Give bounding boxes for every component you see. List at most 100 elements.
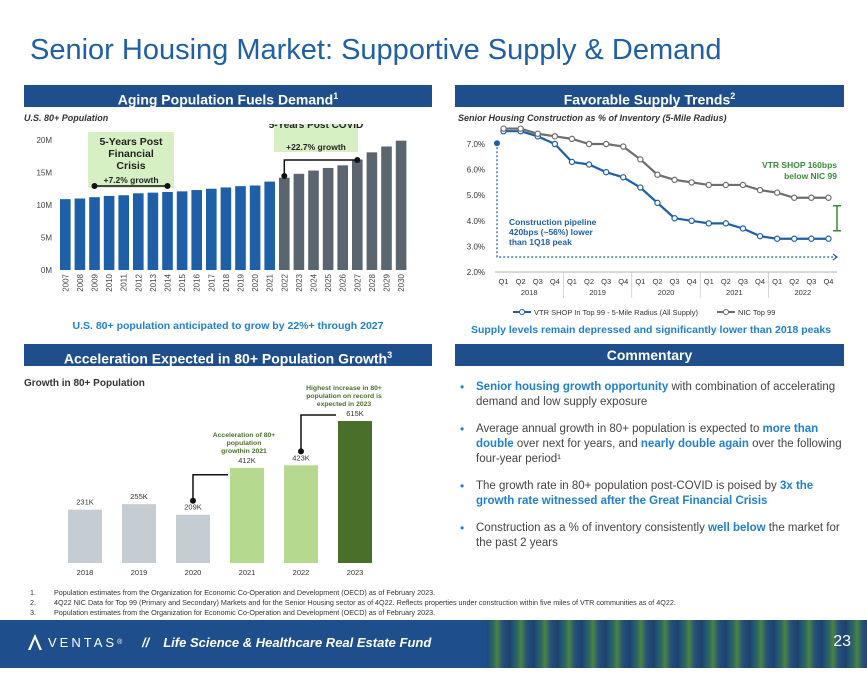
ventas-logo-mark-icon [28,634,42,650]
series-point [688,179,695,186]
population-bar [249,185,261,270]
bar-value-label: 231K [76,498,94,507]
growth-bar-chart: 231K 2018 255K 2019 209K 2020 412K 2021 423K 2022… [68,385,382,577]
footer-tagline-text: Life Science & Healthcare Real Estate Fu… [163,635,432,650]
body-text: over the following four-year period¹ [476,438,842,465]
quarter-label: Q2 [516,277,526,286]
series-point [739,181,747,189]
y-tick-label: 7.0% [467,140,485,149]
series-point [500,125,507,132]
y-tick-label: 10M [36,201,52,210]
series-point [808,194,815,201]
commentary-item: Construction as a % of inventory consist… [458,521,843,551]
pipeline-annotation: 420bps (~56%) lower [509,227,594,237]
footnotes: 1. Population estimates from the Organiza… [30,588,830,618]
commentary-item: The growth rate in 80+ population post-C… [458,479,843,509]
x-tick-label: 2027 [353,273,362,291]
annotation-dot [354,157,361,163]
quarter-label: Q2 [584,277,594,286]
x-tick-label: 2019 [237,273,246,291]
peak-dot [494,140,500,147]
y-tick-label: 0M [41,266,52,275]
population-bar [162,192,173,270]
quarter-label: Q4 [687,277,697,286]
x-tick-label: 2016 [193,273,202,291]
year-label: 2020 [658,288,675,297]
population-bar [176,191,188,270]
x-tick-label: 2023 [295,273,304,291]
footer-tagline: // Life Science & Healthcare Real Estate … [142,635,431,650]
footnote-text: Population estimates from the Organizati… [54,588,436,597]
bar-value-label: 412K [238,456,256,465]
population-bar [308,170,319,270]
series-point [585,140,593,148]
series-point [756,186,764,194]
commentary-item: Average annual growth in 80+ population … [458,422,843,467]
quarter-label: Q2 [721,277,731,286]
quarter-label: Q1 [499,277,509,286]
annotation-dot [281,173,288,179]
y-tick-label: 6.0% [467,166,485,175]
annotation-label-line: 5-Years Post COVID [269,124,363,131]
series-point [568,158,576,166]
annotation-dot [190,497,196,504]
bar-value-label: 209K [184,503,202,512]
x-tick-label: 2022 [280,273,289,291]
annotation-growth: +7.2% growth [103,175,158,185]
footer-building-image [487,620,867,668]
highlight-text: more than double [476,423,819,450]
footnote-number: 3. [30,608,36,617]
supply-subtitle: Senior Housing Construction as % of Inve… [458,113,727,123]
record-2023-annotation: Highest increase in 80+population on rec… [298,385,382,455]
gap-bracket [833,205,841,232]
year-label: 2021 [726,288,743,297]
commentary-list: Senior housing growth opportunity with c… [458,380,843,563]
x-tick-label: 2023 [347,568,364,577]
population-bar [322,167,334,270]
series-point [825,235,832,242]
series-point [534,130,541,137]
series-point [773,235,781,242]
population-bar [206,188,217,270]
quarter-label: Q1 [772,277,782,286]
accel-header-sup: 3 [387,350,393,360]
bar-value-label: 423K [292,453,310,462]
x-tick-label: 2020 [251,273,260,291]
series-point [517,125,524,132]
series-point [671,176,678,184]
logo-text: VENTAS [48,634,118,650]
legend-marker [723,309,729,315]
quarter-label: Q4 [618,277,628,286]
population-bar [235,186,246,270]
series-point [722,220,730,227]
population-bar [366,152,378,270]
commentary-header: Commentary [455,344,844,366]
x-tick-label: 2018 [222,273,231,291]
series-point [688,217,695,225]
covid-annotation: 5-Years Post COVID +22.7% growth [269,124,363,179]
aging-subtitle: U.S. 80+ Population [24,113,109,123]
annotation-label-line: Financial [108,148,154,160]
series-point [705,220,712,227]
series-point [791,235,798,242]
population-bar [133,193,144,270]
population-bar-chart: 0M 5M 10M 15M 20M 2007 2008 2009 2010 2011 2012 201… [36,124,407,292]
supply-header-sup: 2 [730,91,736,101]
series-point [825,194,832,201]
quarter-label: Q2 [652,277,662,286]
annotation-arrow [300,414,336,452]
peak-dotted-line [496,143,837,258]
series-point [602,168,610,176]
year-label: 2022 [794,288,811,297]
series-point [654,199,661,207]
series-point [654,171,661,178]
y-tick-label: 4.0% [467,217,485,226]
body-text: with combination of accelerating demand … [476,381,836,408]
series-point [551,140,559,148]
quarter-label: Q4 [755,277,765,286]
legend-marker [519,309,525,315]
x-tick-label: 2021 [239,568,256,577]
population-bar [293,173,305,270]
supply-header-text: Favorable Supply Trends [563,91,731,108]
